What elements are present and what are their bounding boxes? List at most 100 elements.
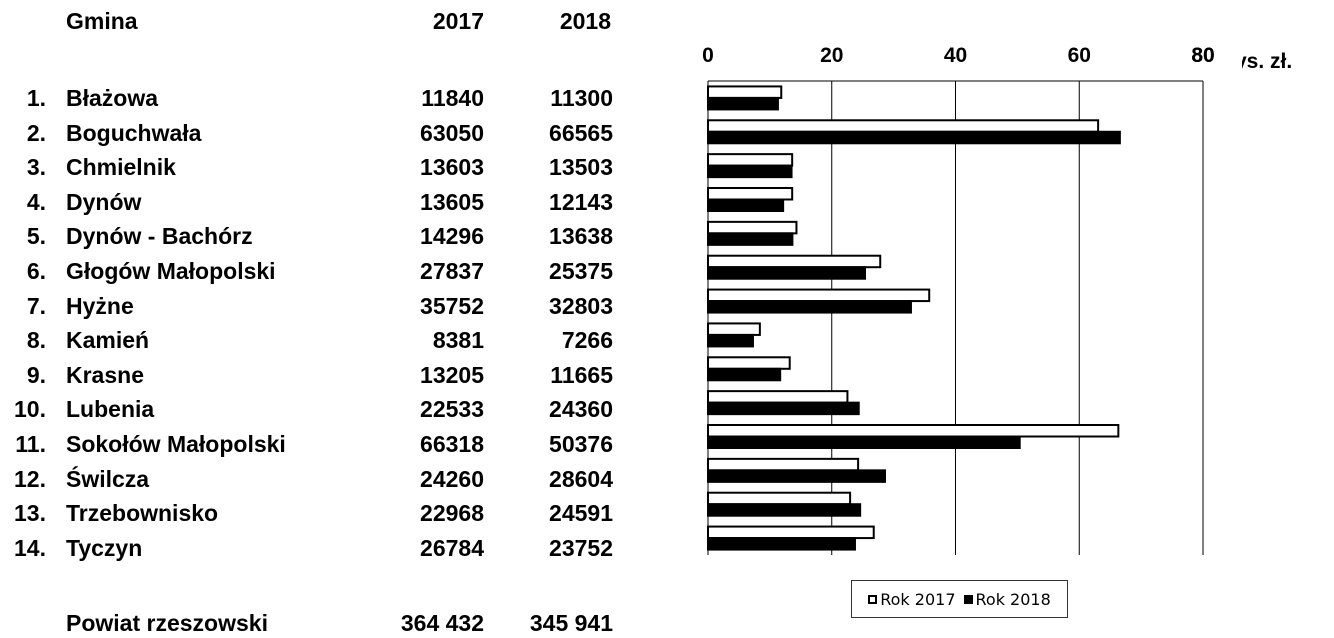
header-2017: 2017: [432, 8, 484, 34]
bar-2017: [707, 153, 794, 167]
row-value-2018: 28604: [549, 465, 613, 492]
x-tick-label: 80: [1191, 44, 1214, 67]
legend-swatch-2017: [868, 594, 878, 604]
row-value-2017: 11840: [421, 85, 484, 111]
row-number: 1.: [26, 85, 46, 111]
footer-value-2017: 364 432: [400, 610, 484, 636]
table-row: 6. Głogów Małopolski 27837 25375: [0, 256, 640, 286]
row-number: 2.: [26, 119, 46, 146]
row-name: Głogów Małopolski: [66, 258, 276, 284]
bar-2017: [707, 288, 931, 303]
bar-2017: [707, 187, 794, 201]
row-value-2018: 66565: [549, 119, 613, 146]
row-value-2017: 63050: [420, 119, 484, 146]
row-number: 12.: [14, 465, 46, 492]
bar-2017: [707, 322, 761, 336]
row-value-2017: 13603: [420, 154, 484, 181]
row-value-2018: 50376: [549, 431, 613, 457]
row-number: 4.: [26, 188, 46, 215]
bar-2018: [707, 367, 782, 382]
bar-2018: [707, 198, 785, 212]
row-value-2018: 32803: [549, 292, 613, 319]
x-tick-label: 20: [820, 44, 843, 67]
row-value-2018: 13503: [549, 154, 613, 181]
row-value-2017: 66318: [420, 431, 484, 457]
row-name: Błażowa: [66, 85, 159, 111]
legend-label-2018: Rok 2018: [975, 589, 1051, 609]
row-number: 5.: [26, 223, 46, 250]
row-number: 10.: [14, 396, 46, 423]
bar-2018: [707, 164, 793, 179]
row-number: 7.: [26, 292, 46, 319]
row-value-2017: 22968: [420, 500, 484, 527]
x-tick-label: 40: [944, 44, 967, 67]
row-name: Świlcza: [66, 465, 150, 492]
table-footer: Powiat rzeszowski 364 432 345 941: [0, 608, 640, 638]
row-value-2018: 24591: [549, 500, 613, 527]
row-name: Hyżne: [66, 292, 134, 319]
x-axis-label: tys. zł.: [1228, 50, 1292, 73]
row-value-2018: 13638: [549, 223, 613, 250]
row-number: 14.: [14, 534, 46, 561]
row-value-2017: 22533: [420, 396, 484, 423]
row-name: Chmielnik: [66, 154, 176, 181]
bar-2018: [707, 266, 867, 280]
table-row: 14. Tyczyn 26784 23752: [0, 533, 640, 563]
legend-label-2017: Rok 2017: [880, 589, 956, 609]
table-row: 8. Kamień 8381 7266: [0, 325, 640, 355]
row-value-2017: 27837: [420, 258, 484, 284]
row-name: Krasne: [66, 361, 144, 388]
row-value-2017: 13605: [420, 188, 484, 215]
table-row: 12. Świlcza 24260 28604: [0, 464, 640, 494]
row-name: Sokołów Małopolski: [66, 431, 286, 457]
row-number: 8.: [26, 327, 46, 354]
row-value-2018: 11665: [550, 361, 613, 388]
row-name: Lubenia: [66, 396, 155, 423]
bar-2018: [707, 96, 779, 111]
bar-2018: [707, 130, 1121, 145]
bar-2017: [707, 525, 875, 540]
row-value-2017: 26784: [420, 534, 484, 561]
bar-2017: [707, 424, 1120, 438]
row-name: Tyczyn: [66, 534, 143, 561]
bar-2017: [707, 491, 852, 506]
header-gmina: Gmina: [66, 8, 138, 34]
table-row: 13. Trzebownisko 22968 24591: [0, 498, 640, 528]
row-value-2017: 8381: [432, 327, 484, 354]
row-value-2017: 14296: [420, 223, 484, 250]
x-tick-label: 0: [702, 44, 714, 67]
header-2018: 2018: [559, 8, 611, 34]
table-row: 3. Chmielnik 13603 13503: [0, 152, 640, 182]
table-row: 11. Sokołów Małopolski 66318 50376: [0, 429, 640, 459]
bar-2018: [707, 503, 862, 517]
row-name: Kamień: [66, 327, 150, 354]
legend-item-2017: Rok 2017: [868, 589, 956, 609]
row-value-2018: 23752: [549, 534, 613, 561]
bar-2017: [707, 457, 860, 472]
bar-2017: [707, 390, 849, 404]
legend-item-2018: Rok 2018: [963, 589, 1051, 609]
bar-2018: [707, 232, 794, 246]
legend-swatch-2018: [963, 594, 973, 604]
table-row: 9. Krasne 13205 11665: [0, 360, 640, 390]
bar-2018: [707, 537, 856, 551]
row-value-2018: 12143: [549, 188, 613, 215]
footer-value-2018: 345 941: [529, 610, 613, 636]
table-row: 1. Błażowa 11840 11300: [0, 83, 640, 113]
row-name: Boguchwała: [66, 119, 202, 146]
bar-2018: [707, 300, 912, 314]
x-tick-label: 80: [1191, 44, 1214, 67]
table-row: 2. Boguchwała 63050 66565: [0, 118, 640, 148]
row-value-2018: 7266: [561, 327, 613, 354]
table-row: 7. Hyżne 35752 32803: [0, 291, 640, 321]
row-value-2017: 24260: [420, 465, 484, 492]
bar-2018: [707, 435, 1021, 449]
footer-name: Powiat rzeszowski: [66, 610, 268, 636]
x-tick-label: 60: [1068, 44, 1091, 67]
table-row: 4. Dynów 13605 12143: [0, 187, 640, 217]
bar-2017: [707, 85, 783, 99]
row-value-2017: 13205: [420, 361, 484, 388]
row-value-2018: 25375: [549, 258, 613, 284]
row-number: 11.: [15, 431, 46, 457]
